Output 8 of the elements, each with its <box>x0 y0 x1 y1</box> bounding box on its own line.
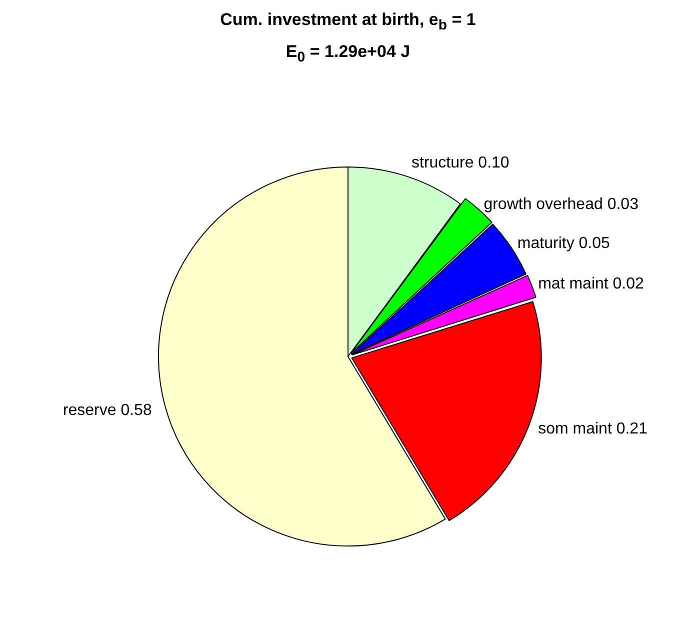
chart-title: Cum. investment at birth, e$_{b}$ = 1 <box>219 10 477 34</box>
slice-label: maturity 0.05 <box>517 235 610 252</box>
slice-label: som maint 0.21 <box>538 420 648 438</box>
slice-label: growth overhead 0.03 <box>484 196 639 214</box>
chart-subtitle: E$_{0}$ = 1.29e+04 J <box>284 42 412 66</box>
slice-label: reserve 0.58 <box>62 402 152 420</box>
slice-label: structure 0.10 <box>412 154 510 172</box>
slice-label: mat maint 0.02 <box>538 275 644 292</box>
